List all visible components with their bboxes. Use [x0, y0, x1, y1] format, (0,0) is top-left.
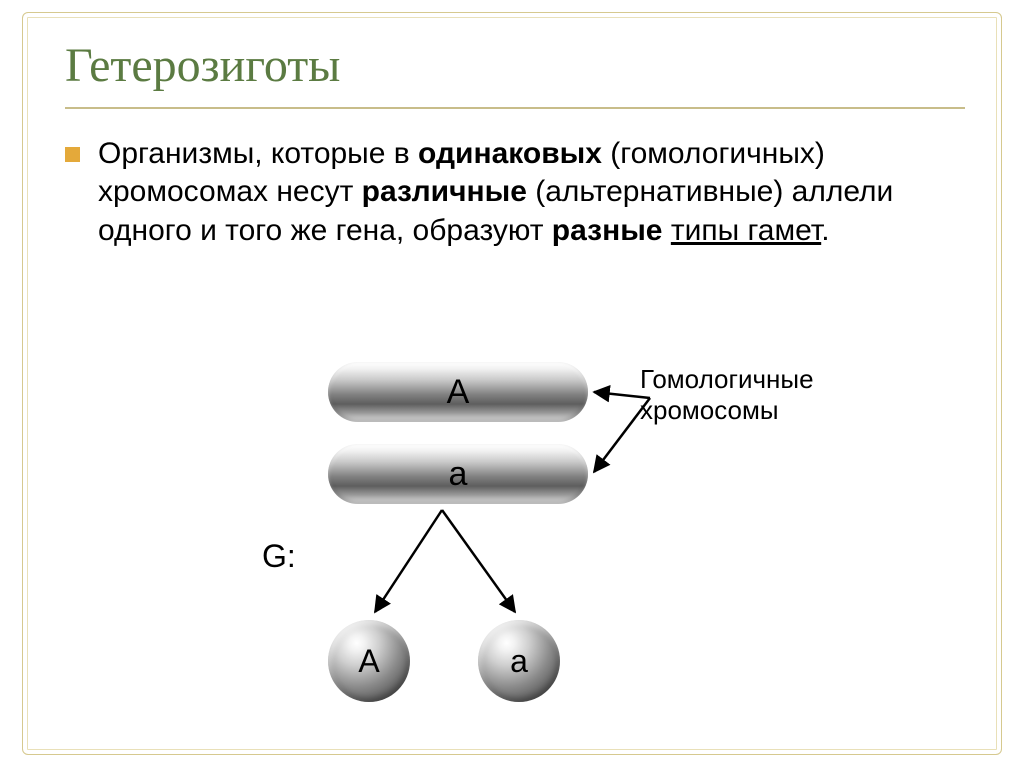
title-block: Гетерозиготы: [65, 38, 965, 109]
title-underline: [65, 107, 965, 109]
diagram-arrows: [250, 362, 890, 732]
p-lead: Организмы, которые в: [98, 137, 418, 170]
page-title: Гетерозиготы: [65, 38, 965, 101]
diagram: А а Гомологичные хромосомы G: А а: [250, 362, 890, 732]
p-bold3: разные: [552, 214, 663, 247]
slide: Гетерозиготы Организмы, которые в одинак…: [0, 0, 1024, 767]
arrow-annot-top: [594, 392, 650, 398]
paragraph-text: Организмы, которые в одинаковых (гомолог…: [98, 135, 965, 250]
body-text: Организмы, которые в одинаковых (гомолог…: [65, 135, 965, 250]
p-bold2: различные: [362, 175, 527, 208]
bullet-icon: [65, 147, 80, 162]
p-tail-underline: типы гамет: [671, 214, 821, 247]
arrow-split-left: [375, 510, 442, 612]
bullet-paragraph: Организмы, которые в одинаковых (гомолог…: [65, 135, 965, 250]
p-period: .: [821, 214, 829, 247]
p-bold1: одинаковых: [418, 137, 602, 170]
arrow-annot-bot: [594, 398, 650, 472]
arrow-split-right: [442, 510, 515, 612]
